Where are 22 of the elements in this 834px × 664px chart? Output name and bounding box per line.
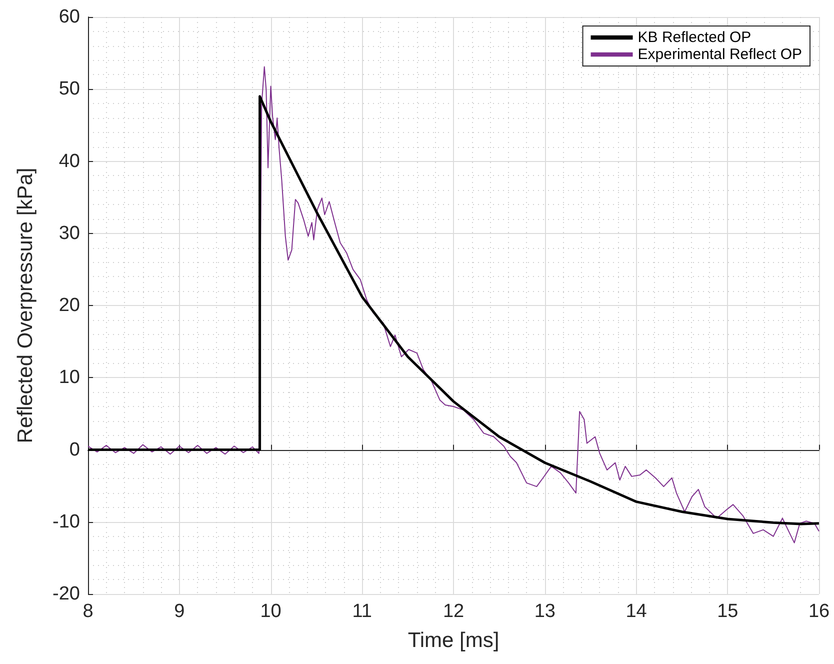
y-axis-title: Reflected Overpressure [kPa] xyxy=(14,168,37,444)
x-tick-label: 13 xyxy=(534,601,556,622)
x-tick-label: 11 xyxy=(352,601,372,622)
y-tick-label: -10 xyxy=(52,511,80,532)
y-tick-label: 40 xyxy=(58,150,80,172)
x-tick-label: 14 xyxy=(626,601,648,622)
y-tick-label: -20 xyxy=(52,584,80,604)
legend-label: KB Reflected OP xyxy=(638,29,752,46)
x-tick-label: 9 xyxy=(174,601,185,622)
y-tick-label: 20 xyxy=(58,295,80,316)
y-tick-label: 0 xyxy=(69,439,80,460)
y-tick-label: 60 xyxy=(58,6,80,28)
legend-label: Experimental Reflect OP xyxy=(638,46,802,63)
x-tick-label: 15 xyxy=(717,601,738,622)
y-tick-label: 30 xyxy=(58,222,80,244)
x-tick-label: 8 xyxy=(82,601,94,622)
y-tick-label: 50 xyxy=(58,78,80,100)
y-tick-label: 10 xyxy=(58,367,80,388)
x-tick-label: 12 xyxy=(442,601,464,622)
x-axis-title: Time [ms] xyxy=(408,629,500,652)
x-tick-label: 10 xyxy=(260,601,282,622)
x-tick-label: 16 xyxy=(808,601,830,622)
